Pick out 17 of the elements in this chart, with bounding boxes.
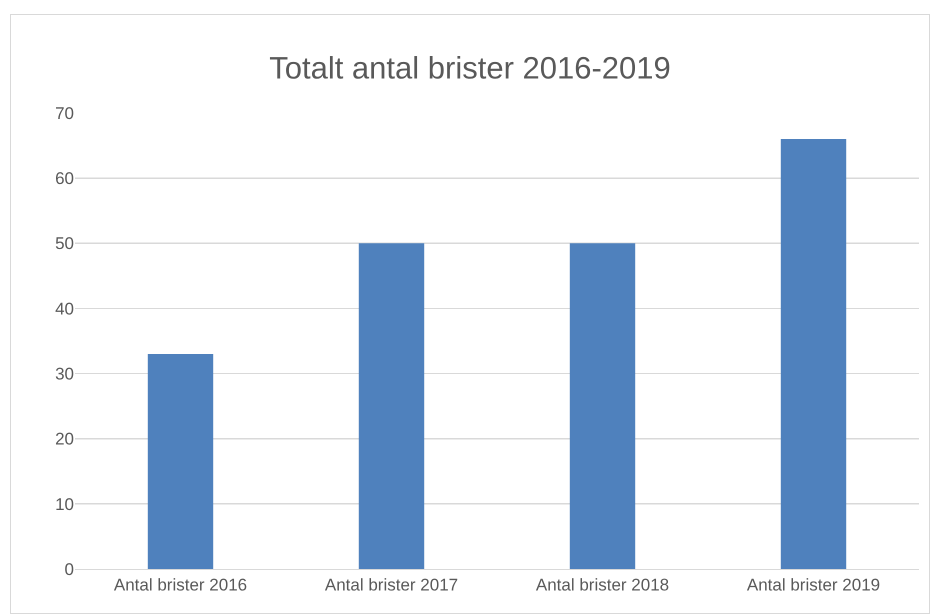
y-tick-label: 20 xyxy=(55,430,74,449)
y-tick-label: 70 xyxy=(55,104,74,123)
chart-title: Totalt antal brister 2016-2019 xyxy=(269,50,671,86)
y-tick-label: 30 xyxy=(55,364,74,384)
x-tick-label: Antal brister 2018 xyxy=(536,575,670,594)
y-tick-label: 10 xyxy=(55,494,74,514)
bar xyxy=(780,139,846,569)
x-tick-label: Antal brister 2017 xyxy=(324,575,458,594)
y-tick-label: 60 xyxy=(55,169,74,188)
bar xyxy=(358,243,424,569)
x-tick-label: Antal brister 2016 xyxy=(114,575,248,594)
y-tick-label: 50 xyxy=(55,234,74,254)
bar xyxy=(570,243,636,569)
x-tick-label: Antal brister 2019 xyxy=(746,575,880,594)
bar xyxy=(148,354,214,569)
y-tick-label: 0 xyxy=(64,560,74,579)
y-tick-label: 40 xyxy=(55,299,74,318)
